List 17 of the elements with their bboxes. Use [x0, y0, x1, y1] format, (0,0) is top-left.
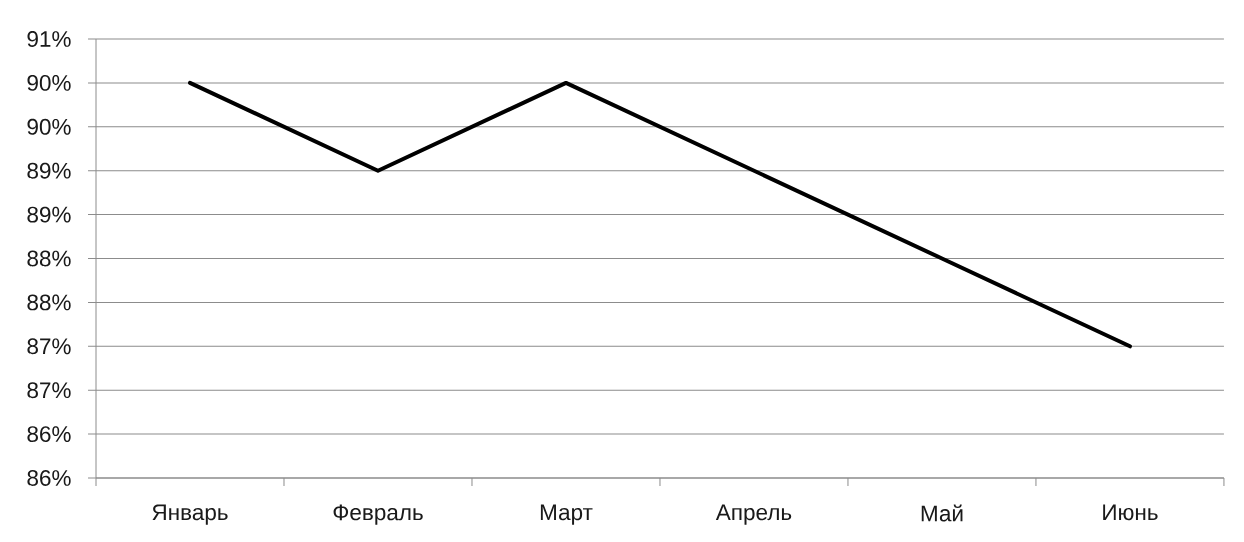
y-tick-label: 86% [27, 470, 71, 486]
x-tick-label: Январь [152, 504, 228, 525]
y-tick-label: 88% [27, 294, 71, 311]
y-tick-label: 87% [27, 382, 71, 399]
x-tick-label: Июнь [1103, 504, 1158, 521]
y-tick-label: 89% [27, 162, 71, 179]
x-tick-label: Май [921, 504, 963, 522]
y-tick-label: 89% [27, 206, 71, 223]
y-tick-label: 90% [27, 118, 71, 135]
x-tick-label: Апрель [715, 504, 792, 525]
x-tick-label: Март [540, 504, 593, 525]
y-tick-label: 88% [27, 250, 71, 267]
y-tick-label: 90% [27, 74, 71, 91]
y-tick-label: 91% [27, 31, 71, 47]
y-tick-label: 87% [27, 338, 71, 355]
y-tick-label: 86% [27, 426, 71, 443]
x-tick-label: Февраль [333, 504, 423, 525]
